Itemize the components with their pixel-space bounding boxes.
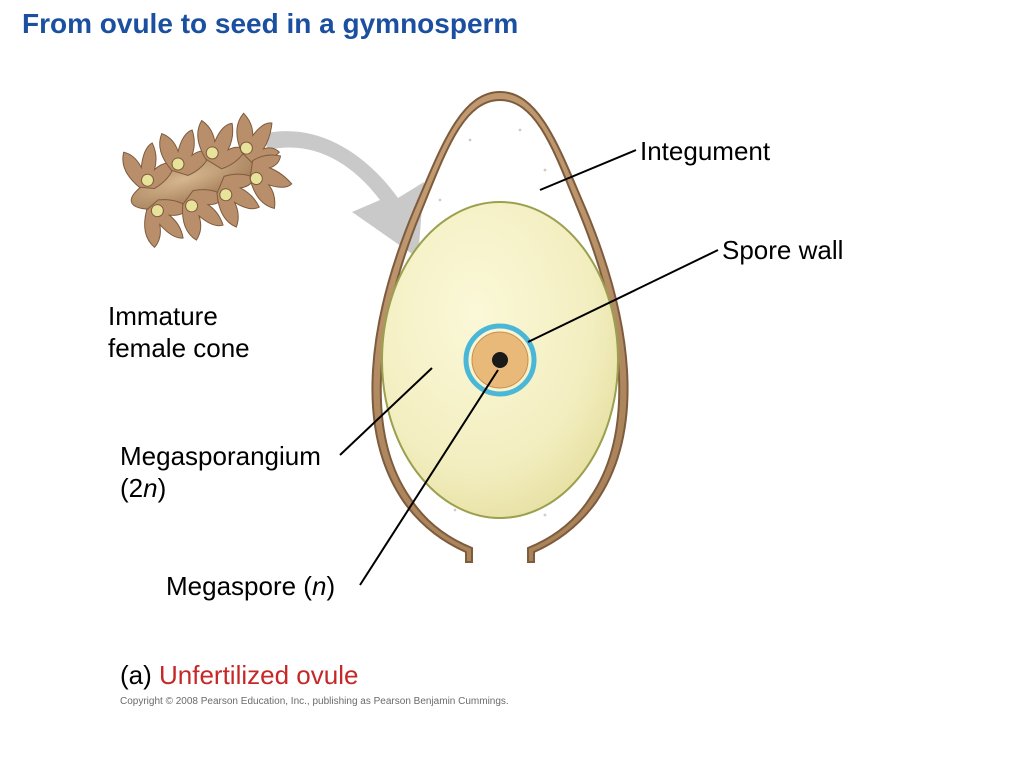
page-title: From ovule to seed in a gymnosperm [22,8,518,40]
figure-caption: (a) Unfertilized ovule [120,660,358,691]
diagram-stage: From ovule to seed in a gymnosperm Integ… [0,0,1024,768]
zoom-arrow [262,131,424,258]
label-female-cone-l2: female cone [108,332,250,365]
label-integument: Integument [640,135,770,168]
label-spore-wall: Spore wall [722,234,843,267]
copyright-line: Copyright © 2008 Pearson Education, Inc.… [120,696,509,707]
label-megasporangium-l2: (2n) [120,472,166,505]
ovule-graphic [372,92,627,562]
female-cone-graphic [118,100,299,254]
label-megaspore: Megaspore (n) [166,570,335,603]
label-megasporangium-l1: Megasporangium [120,440,321,473]
label-female-cone-l1: Immature [108,300,218,333]
caption-text: Unfertilized ovule [159,660,358,690]
caption-prefix: (a) [120,660,159,690]
diagram-svg [0,0,1024,768]
